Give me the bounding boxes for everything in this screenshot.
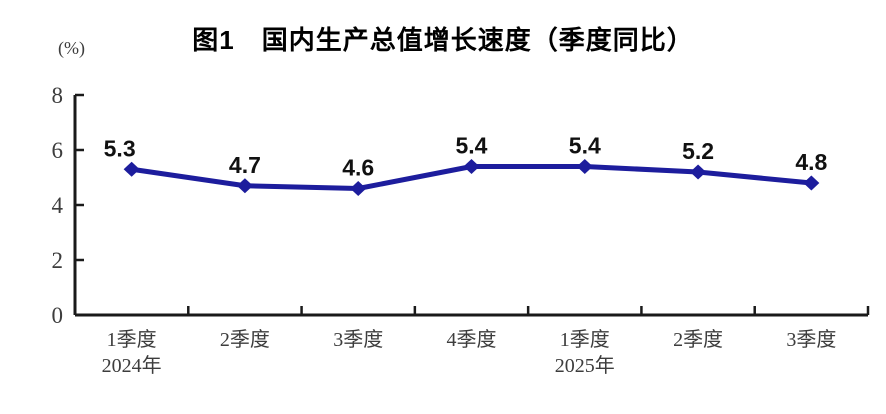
- data-point-marker: [690, 164, 707, 180]
- data-point-marker: [350, 181, 367, 196]
- x-axis-year-label: 2024年: [102, 354, 162, 377]
- x-axis-category-label: 4季度: [447, 328, 497, 351]
- data-point-label: 4.8: [795, 149, 827, 175]
- data-point-marker: [803, 175, 820, 191]
- y-axis-tick-label: 2: [52, 248, 64, 273]
- x-axis-category-label: 2季度: [220, 328, 270, 351]
- data-point-marker: [123, 161, 140, 177]
- y-axis-tick-label: 8: [52, 83, 64, 108]
- data-point-marker: [236, 178, 253, 194]
- data-point-label: 4.7: [229, 152, 261, 178]
- data-point-label: 5.4: [456, 133, 488, 159]
- data-point-label: 5.4: [569, 133, 601, 159]
- data-point-marker: [463, 159, 480, 174]
- y-axis-tick-label: 6: [52, 138, 64, 163]
- x-axis-category-label: 3季度: [786, 328, 836, 351]
- data-point-label: 5.3: [104, 135, 136, 161]
- x-axis-category-label: 1季度: [560, 328, 610, 351]
- data-point-label: 5.2: [682, 138, 714, 164]
- y-axis-tick-label: 0: [52, 303, 64, 328]
- chart-title: 图1 国内生产总值增长速度（季度同比）: [192, 25, 694, 55]
- x-axis-category-label: 1季度: [107, 328, 157, 351]
- data-point-marker: [576, 159, 593, 174]
- x-axis-category-label: 3季度: [333, 328, 383, 351]
- data-point-label: 4.6: [342, 155, 374, 181]
- y-axis-unit-label: (%): [58, 38, 85, 58]
- y-axis-tick-label: 4: [52, 193, 64, 218]
- x-axis-year-label: 2025年: [555, 354, 615, 377]
- x-axis-category-label: 2季度: [673, 328, 723, 351]
